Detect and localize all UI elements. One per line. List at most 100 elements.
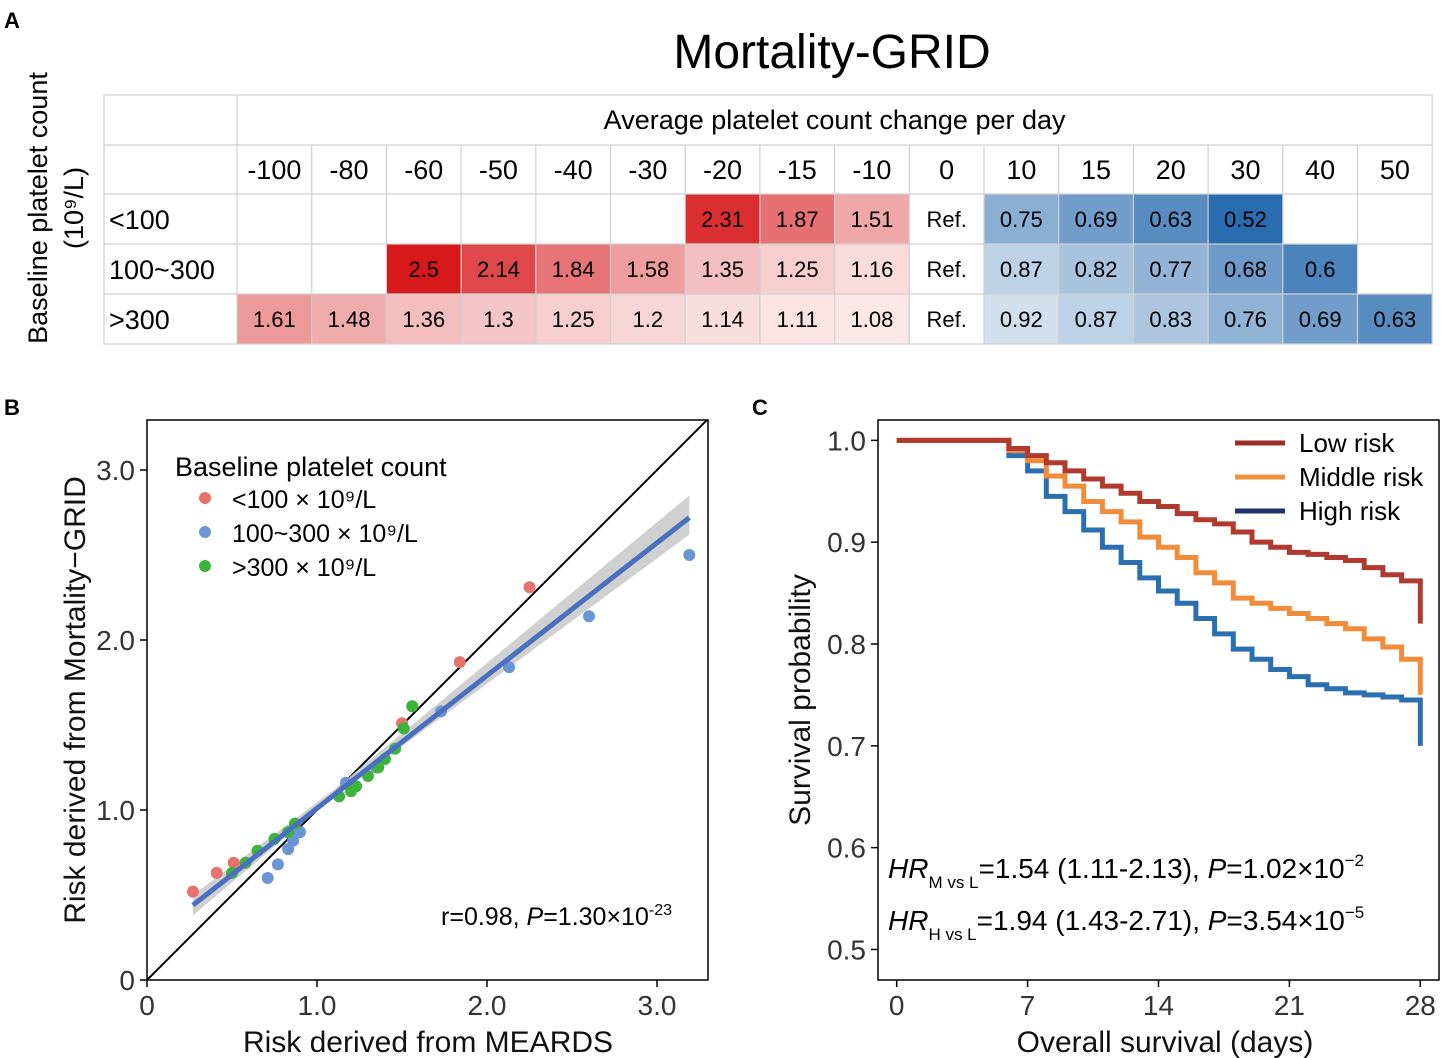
scatter-legend: <100 × 10⁹/L 100~300 × 10⁹/L >300 × 10⁹/L xyxy=(199,486,418,582)
heatmap-cell xyxy=(461,244,536,294)
hr-p-label: P xyxy=(1208,905,1227,936)
heatmap-row-label: >300 xyxy=(109,305,170,335)
heatmap-cell xyxy=(237,194,312,244)
scatter-correlation-annotation: r=0.98, P=1.30×10-23 xyxy=(441,902,672,931)
panel-label-a: A xyxy=(4,8,20,33)
heatmap-cell xyxy=(984,194,1059,244)
heatmap-cell-value: 1.58 xyxy=(626,257,669,282)
heatmap-column-label: -20 xyxy=(703,155,742,185)
heatmap-cell xyxy=(834,294,910,344)
y-tick-label: 1.0 xyxy=(827,425,866,456)
x-tick-label: 7 xyxy=(1020,990,1036,1021)
heatmap-column-label: 50 xyxy=(1380,155,1410,185)
legend-marker xyxy=(199,560,211,572)
heatmap-cell xyxy=(461,294,536,344)
scatter-point xyxy=(503,661,516,674)
identity-line xyxy=(147,420,708,980)
heatmap-column-label: 40 xyxy=(1305,155,1335,185)
heatmap-cell xyxy=(1358,194,1433,244)
heatmap-cell-value: 0.68 xyxy=(1224,257,1267,282)
survival-plot-area: 0 7 14 21 28 0.5 0.6 0.7 0.8 0.9 1.0 xyxy=(827,425,1436,1021)
legend-marker xyxy=(199,492,211,504)
heatmap-cell xyxy=(386,244,462,294)
heatmap-cell-value: 0.77 xyxy=(1149,257,1192,282)
scatter-point xyxy=(227,856,240,869)
x-tick-label: 3.0 xyxy=(638,990,677,1021)
heatmap-cell xyxy=(1283,194,1358,244)
heatmap-cell xyxy=(759,294,835,344)
heatmap-cell xyxy=(535,294,611,344)
legend-label: Low risk xyxy=(1299,428,1395,458)
heatmap-cell-value: 0.83 xyxy=(1149,307,1192,332)
heatmap-cell xyxy=(759,194,835,244)
heatmap-cell-value: 1.2 xyxy=(633,307,664,332)
hr-subscript: M vs L xyxy=(928,873,978,892)
heatmap-column-label: 10 xyxy=(1006,155,1036,185)
heatmap-cell-value: 1.08 xyxy=(851,307,894,332)
y-tick-label: 2.0 xyxy=(96,625,135,656)
heatmap-cell xyxy=(685,294,760,344)
y-tick-label: 0 xyxy=(119,965,135,996)
heatmap-cell xyxy=(610,294,686,344)
scatter-frame xyxy=(146,419,709,981)
x-tick-label: 2.0 xyxy=(468,990,507,1021)
hr-p-value: =3.54×10 xyxy=(1226,905,1344,936)
y-tick-label: 1.0 xyxy=(96,795,135,826)
corr-p-exponent: -23 xyxy=(649,902,672,919)
scatter-xlabel: Risk derived from MEARDS xyxy=(243,1026,613,1058)
hr-p-label: P xyxy=(1208,853,1227,884)
heatmap-title: Mortality-GRID xyxy=(673,26,990,79)
heatmap-cell xyxy=(610,244,686,294)
heatmap-column-label: 20 xyxy=(1156,155,1186,185)
hr-label: HR xyxy=(888,853,928,884)
heatmap-column-label: -30 xyxy=(628,155,667,185)
survival-ylabel: Survival probability xyxy=(784,574,817,826)
heatmap-cell xyxy=(834,194,910,244)
heatmap-cell xyxy=(1058,294,1134,344)
hr-annotation-high: HRH vs L=1.94 (1.43-2.71), P=3.54×10−5 xyxy=(888,903,1364,944)
heatmap-cell xyxy=(1058,194,1134,244)
y-tick-label: 0.9 xyxy=(827,527,866,558)
heatmap-column-label: 0 xyxy=(939,155,954,185)
x-tick-label: 14 xyxy=(1143,990,1174,1021)
heatmap-cell xyxy=(1358,244,1433,294)
heatmap-cell-value: 0.76 xyxy=(1224,307,1267,332)
x-tick-label: 28 xyxy=(1405,990,1436,1021)
heatmap-cell xyxy=(1357,294,1433,344)
heatmap-cell xyxy=(984,244,1059,294)
heatmap-cell xyxy=(1133,194,1209,244)
heatmap-cell xyxy=(685,244,760,294)
heatmap-cell xyxy=(536,194,611,244)
heatmap-column-label: -50 xyxy=(479,155,518,185)
survival-curve xyxy=(896,437,1423,624)
x-tick-label: 0 xyxy=(139,990,155,1021)
heatmap-cell xyxy=(386,194,461,244)
scatter-point xyxy=(583,610,595,623)
heatmap-cell-value: 0.69 xyxy=(1299,307,1342,332)
heatmap-column-label: -60 xyxy=(404,155,443,185)
corr-p-label: P xyxy=(527,903,544,931)
survival-legend: Low risk Middle risk High risk xyxy=(1235,428,1424,526)
survival-curve xyxy=(896,437,1423,746)
corr-r: r=0.98, xyxy=(441,903,526,931)
legend-label: Middle risk xyxy=(1299,462,1424,492)
heatmap-cell-value: 1.36 xyxy=(402,307,445,332)
heatmap-cell xyxy=(461,194,536,244)
legend-marker xyxy=(199,526,211,538)
hr-p-exponent: −2 xyxy=(1345,851,1364,870)
heatmap-cell xyxy=(311,294,387,344)
heatmap-column-label: -10 xyxy=(852,155,891,185)
heatmap-column-label: -100 xyxy=(247,155,301,185)
heatmap-ylabel: Baseline platelet count xyxy=(23,72,53,344)
heatmap-cell-value: 0.63 xyxy=(1149,207,1192,232)
heatmap-cell-value: 1.35 xyxy=(701,257,744,282)
corr-p-value: =1.30×10 xyxy=(543,903,649,931)
heatmap-cell xyxy=(535,244,611,294)
heatmap-column-label: 15 xyxy=(1081,155,1111,185)
heatmap-cell-value: 1.25 xyxy=(552,307,595,332)
heatmap-cell-value: Ref. xyxy=(926,207,966,232)
heatmap-ylabel-unit: (10⁹/L) xyxy=(59,167,89,249)
heatmap-cell xyxy=(834,244,910,294)
heatmap-cell xyxy=(685,194,760,244)
